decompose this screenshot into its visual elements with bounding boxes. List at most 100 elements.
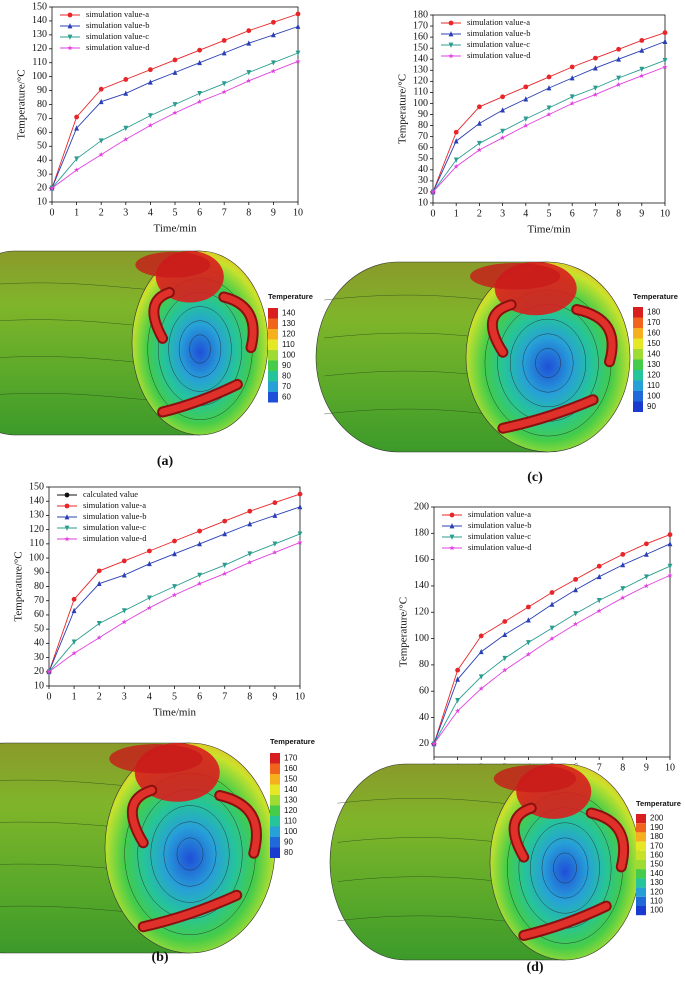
point [197, 47, 203, 53]
colorbar-swatch [636, 860, 646, 870]
contour-line [176, 837, 204, 871]
colorbar-label: 90 [647, 402, 656, 411]
legend-label: calculated value [83, 489, 138, 499]
point [197, 59, 202, 66]
y-tick-label: 40 [418, 164, 428, 175]
x-tick-label: 6 [197, 207, 202, 218]
point [455, 676, 460, 682]
point [123, 125, 129, 132]
y-tick-label: 120 [29, 524, 44, 535]
y-tick-label: 20 [419, 738, 429, 749]
x-tick-label: 8 [616, 208, 621, 219]
point [478, 648, 484, 655]
x-tick-label: 9 [639, 208, 644, 219]
point [295, 58, 301, 64]
y-tick-label: 160 [413, 31, 428, 42]
point [71, 650, 77, 656]
colorbar-swatch [636, 887, 646, 897]
contour-image [0, 742, 276, 954]
point [221, 81, 227, 87]
point [297, 539, 303, 545]
legend-label: simulation value-a [83, 500, 146, 510]
colorbar-label: 130 [282, 319, 296, 328]
y-tick-label: 180 [413, 9, 428, 20]
point [172, 538, 177, 544]
point [272, 541, 278, 547]
colorbar-swatch [633, 391, 643, 402]
y-tick-label: 160 [414, 554, 429, 565]
y-tick-label: 40 [419, 712, 429, 723]
colorbar-swatch [270, 805, 280, 816]
point [121, 558, 127, 564]
point [477, 104, 482, 110]
colorbar-swatch [268, 371, 278, 382]
point [639, 66, 645, 73]
y-tick-label: 30 [418, 175, 428, 186]
y-tick-label: 30 [37, 168, 47, 179]
y-tick-label: 20 [37, 182, 47, 193]
colorbar-label: 70 [282, 382, 291, 391]
y-tick-label: 150 [29, 481, 44, 492]
legend-label: simulation value-c [83, 522, 146, 532]
contour-line [168, 306, 232, 392]
point [222, 518, 228, 524]
point [523, 84, 529, 90]
hot-zone [493, 764, 577, 793]
colorbar-label: 140 [650, 869, 664, 878]
y-tick-label: 120 [32, 43, 47, 54]
point [271, 31, 276, 38]
hot-zone [470, 262, 561, 290]
legend-marker [449, 523, 455, 529]
colorbar-label: 130 [650, 878, 664, 887]
x-tick-label: 10 [293, 207, 303, 218]
colorbar-label: 110 [650, 897, 663, 906]
y-tick-label: 90 [34, 567, 44, 578]
y-tick-label: 30 [34, 652, 44, 663]
contour-line [541, 837, 589, 899]
legend-label: simulation value-a [86, 9, 149, 19]
contour-line [163, 821, 217, 887]
legend-marker [449, 512, 455, 518]
y-tick-label: 20 [418, 186, 428, 197]
x-tick-label: 3 [123, 207, 128, 218]
point [96, 568, 102, 574]
point [639, 47, 645, 53]
x-tick-label: 4 [147, 691, 152, 702]
x-tick-label: 0 [47, 691, 52, 702]
y-tick-label: 10 [34, 680, 44, 691]
point [272, 549, 278, 555]
heat-pipe [488, 301, 515, 356]
colorbar-label: 130 [284, 795, 298, 804]
panel-label: (c) [527, 470, 543, 485]
colorbar-label: 120 [650, 887, 664, 896]
point [147, 122, 154, 128]
point [502, 667, 508, 673]
heat-pipe [139, 891, 241, 931]
point [297, 491, 303, 497]
point [247, 551, 253, 557]
contour-line [189, 334, 211, 364]
x-tick-label: 2 [99, 207, 104, 218]
colorbar-label: 160 [284, 764, 298, 773]
point [430, 189, 436, 195]
point [546, 85, 552, 91]
x-tick-label: 8 [620, 762, 625, 773]
legend-marker [448, 53, 454, 59]
x-tick-label: 0 [431, 208, 436, 219]
point [620, 551, 626, 557]
point [271, 60, 276, 66]
point [500, 128, 505, 135]
heat-pipe [573, 306, 616, 366]
y-tick-label: 90 [37, 85, 47, 96]
y-tick-label: 200 [414, 501, 429, 512]
y-tick-label: 60 [418, 142, 428, 153]
point [596, 563, 602, 569]
point [148, 67, 153, 73]
heat-pipe [150, 288, 173, 342]
y-tick-label: 10 [418, 197, 428, 208]
colorbar-swatch [636, 906, 646, 916]
point [147, 595, 152, 601]
y-tick-label: 40 [37, 155, 47, 166]
colorbar-label: 80 [284, 848, 293, 857]
point [272, 512, 278, 518]
